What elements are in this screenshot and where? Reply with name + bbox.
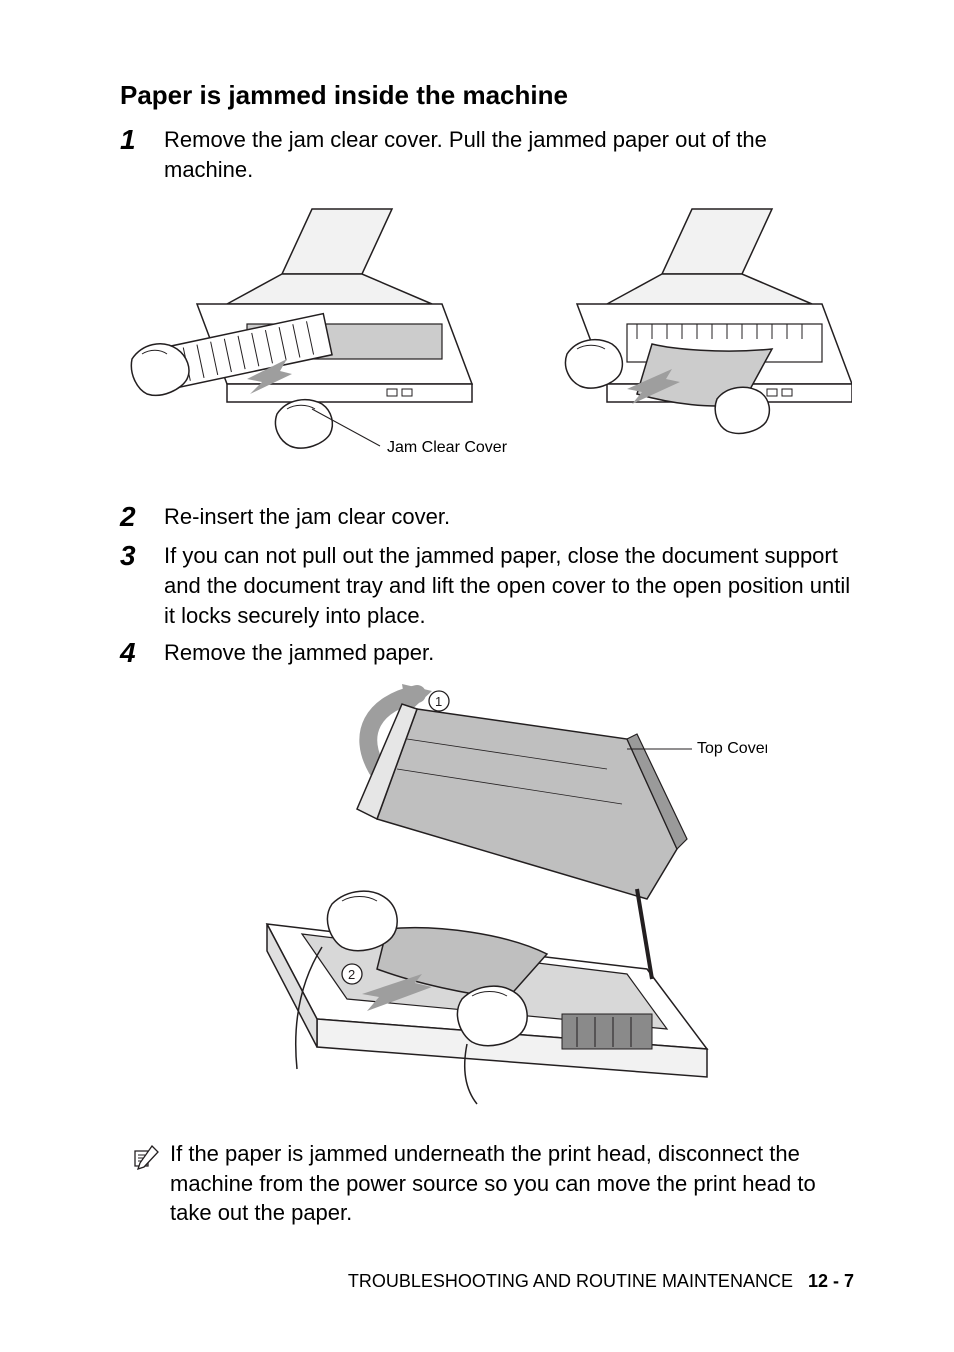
step-number: 4 xyxy=(120,638,164,669)
manual-page: Paper is jammed inside the machine 1 Rem… xyxy=(0,0,954,1352)
step-text: If you can not pull out the jammed paper… xyxy=(164,541,854,630)
step-number: 1 xyxy=(120,125,164,156)
step-4: 4 Remove the jammed paper. xyxy=(120,638,854,669)
note-block: If the paper is jammed underneath the pr… xyxy=(120,1139,854,1228)
step-1: 1 Remove the jam clear cover. Pull the j… xyxy=(120,125,854,184)
note-icon xyxy=(130,1139,170,1178)
label-top-cover: Top Cover xyxy=(697,740,767,757)
step-text: Remove the jammed paper. xyxy=(164,638,854,668)
section-title: Paper is jammed inside the machine xyxy=(120,80,854,111)
step-number: 3 xyxy=(120,541,164,572)
svg-text:1: 1 xyxy=(435,694,442,709)
figure-top-cover: 1 Top Cover xyxy=(120,679,854,1109)
footer-section: TROUBLESHOOTING AND ROUTINE MAINTENANCE xyxy=(348,1271,793,1291)
step-text: Remove the jam clear cover. Pull the jam… xyxy=(164,125,854,184)
step-number: 2 xyxy=(120,502,164,533)
page-footer: TROUBLESHOOTING AND ROUTINE MAINTENANCE … xyxy=(348,1271,854,1292)
label-jam-clear-cover: Jam Clear Cover xyxy=(387,439,508,456)
figure-jam-clear-cover: Jam Clear Cover xyxy=(120,194,854,484)
step-3: 3 If you can not pull out the jammed pap… xyxy=(120,541,854,630)
note-text: If the paper is jammed underneath the pr… xyxy=(170,1139,854,1228)
step-2: 2 Re-insert the jam clear cover. xyxy=(120,502,854,533)
footer-page: 12 - 7 xyxy=(808,1271,854,1291)
step-text: Re-insert the jam clear cover. xyxy=(164,502,854,532)
svg-text:2: 2 xyxy=(348,967,355,982)
